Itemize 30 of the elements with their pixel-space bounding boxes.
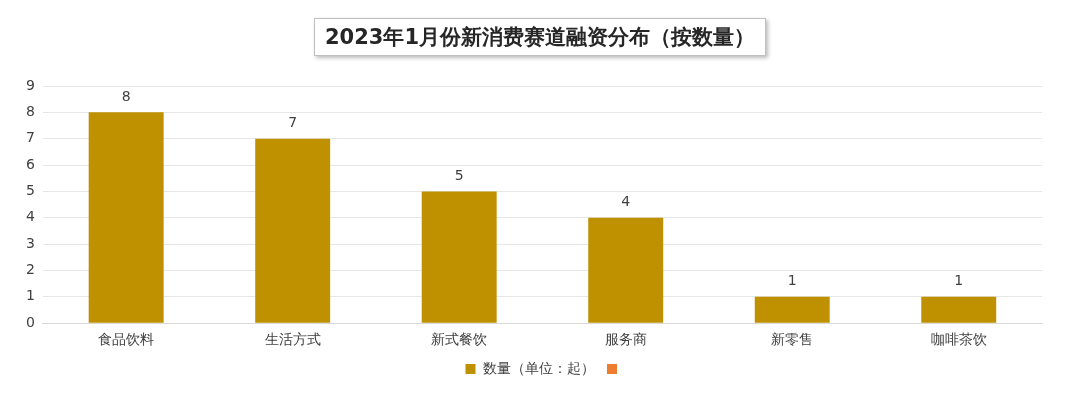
x-tick-label: 服务商	[604, 331, 647, 348]
bar	[588, 217, 664, 323]
y-tick-label: 5	[25, 182, 35, 199]
legend-label: 数量（单位：起）	[482, 359, 595, 376]
y-tick-label: 7	[25, 129, 35, 146]
x-tick-label: 新式餐饮	[431, 331, 488, 348]
bar	[921, 296, 997, 323]
bar	[754, 296, 830, 323]
y-tick-label: 8	[25, 103, 35, 119]
y-tick-label: 2	[25, 261, 35, 278]
chart-title: 2023年1月份新消费赛道融资分布（按数量）	[313, 18, 767, 56]
data-label: 1	[787, 272, 797, 289]
x-tick-label: 新零售	[771, 331, 814, 348]
data-label: 7	[288, 114, 298, 131]
y-tick-label: 1	[25, 287, 35, 304]
bar	[88, 112, 164, 323]
bar	[255, 138, 331, 323]
x-tick-label: 咖啡茶饮	[930, 331, 987, 348]
x-tick-label: 生活方式	[264, 331, 321, 348]
data-label: 5	[454, 167, 464, 184]
x-tick-label: 食品饮料	[98, 331, 155, 348]
data-label: 8	[121, 88, 131, 104]
data-label: 4	[621, 193, 631, 210]
y-tick-label: 3	[25, 234, 35, 251]
bar	[421, 191, 497, 323]
y-tick-label: 9	[25, 76, 35, 93]
y-tick-label: 4	[25, 208, 35, 225]
y-tick-label: 0	[25, 313, 35, 330]
y-tick-label: 6	[25, 155, 35, 172]
data-label: 1	[954, 272, 964, 289]
